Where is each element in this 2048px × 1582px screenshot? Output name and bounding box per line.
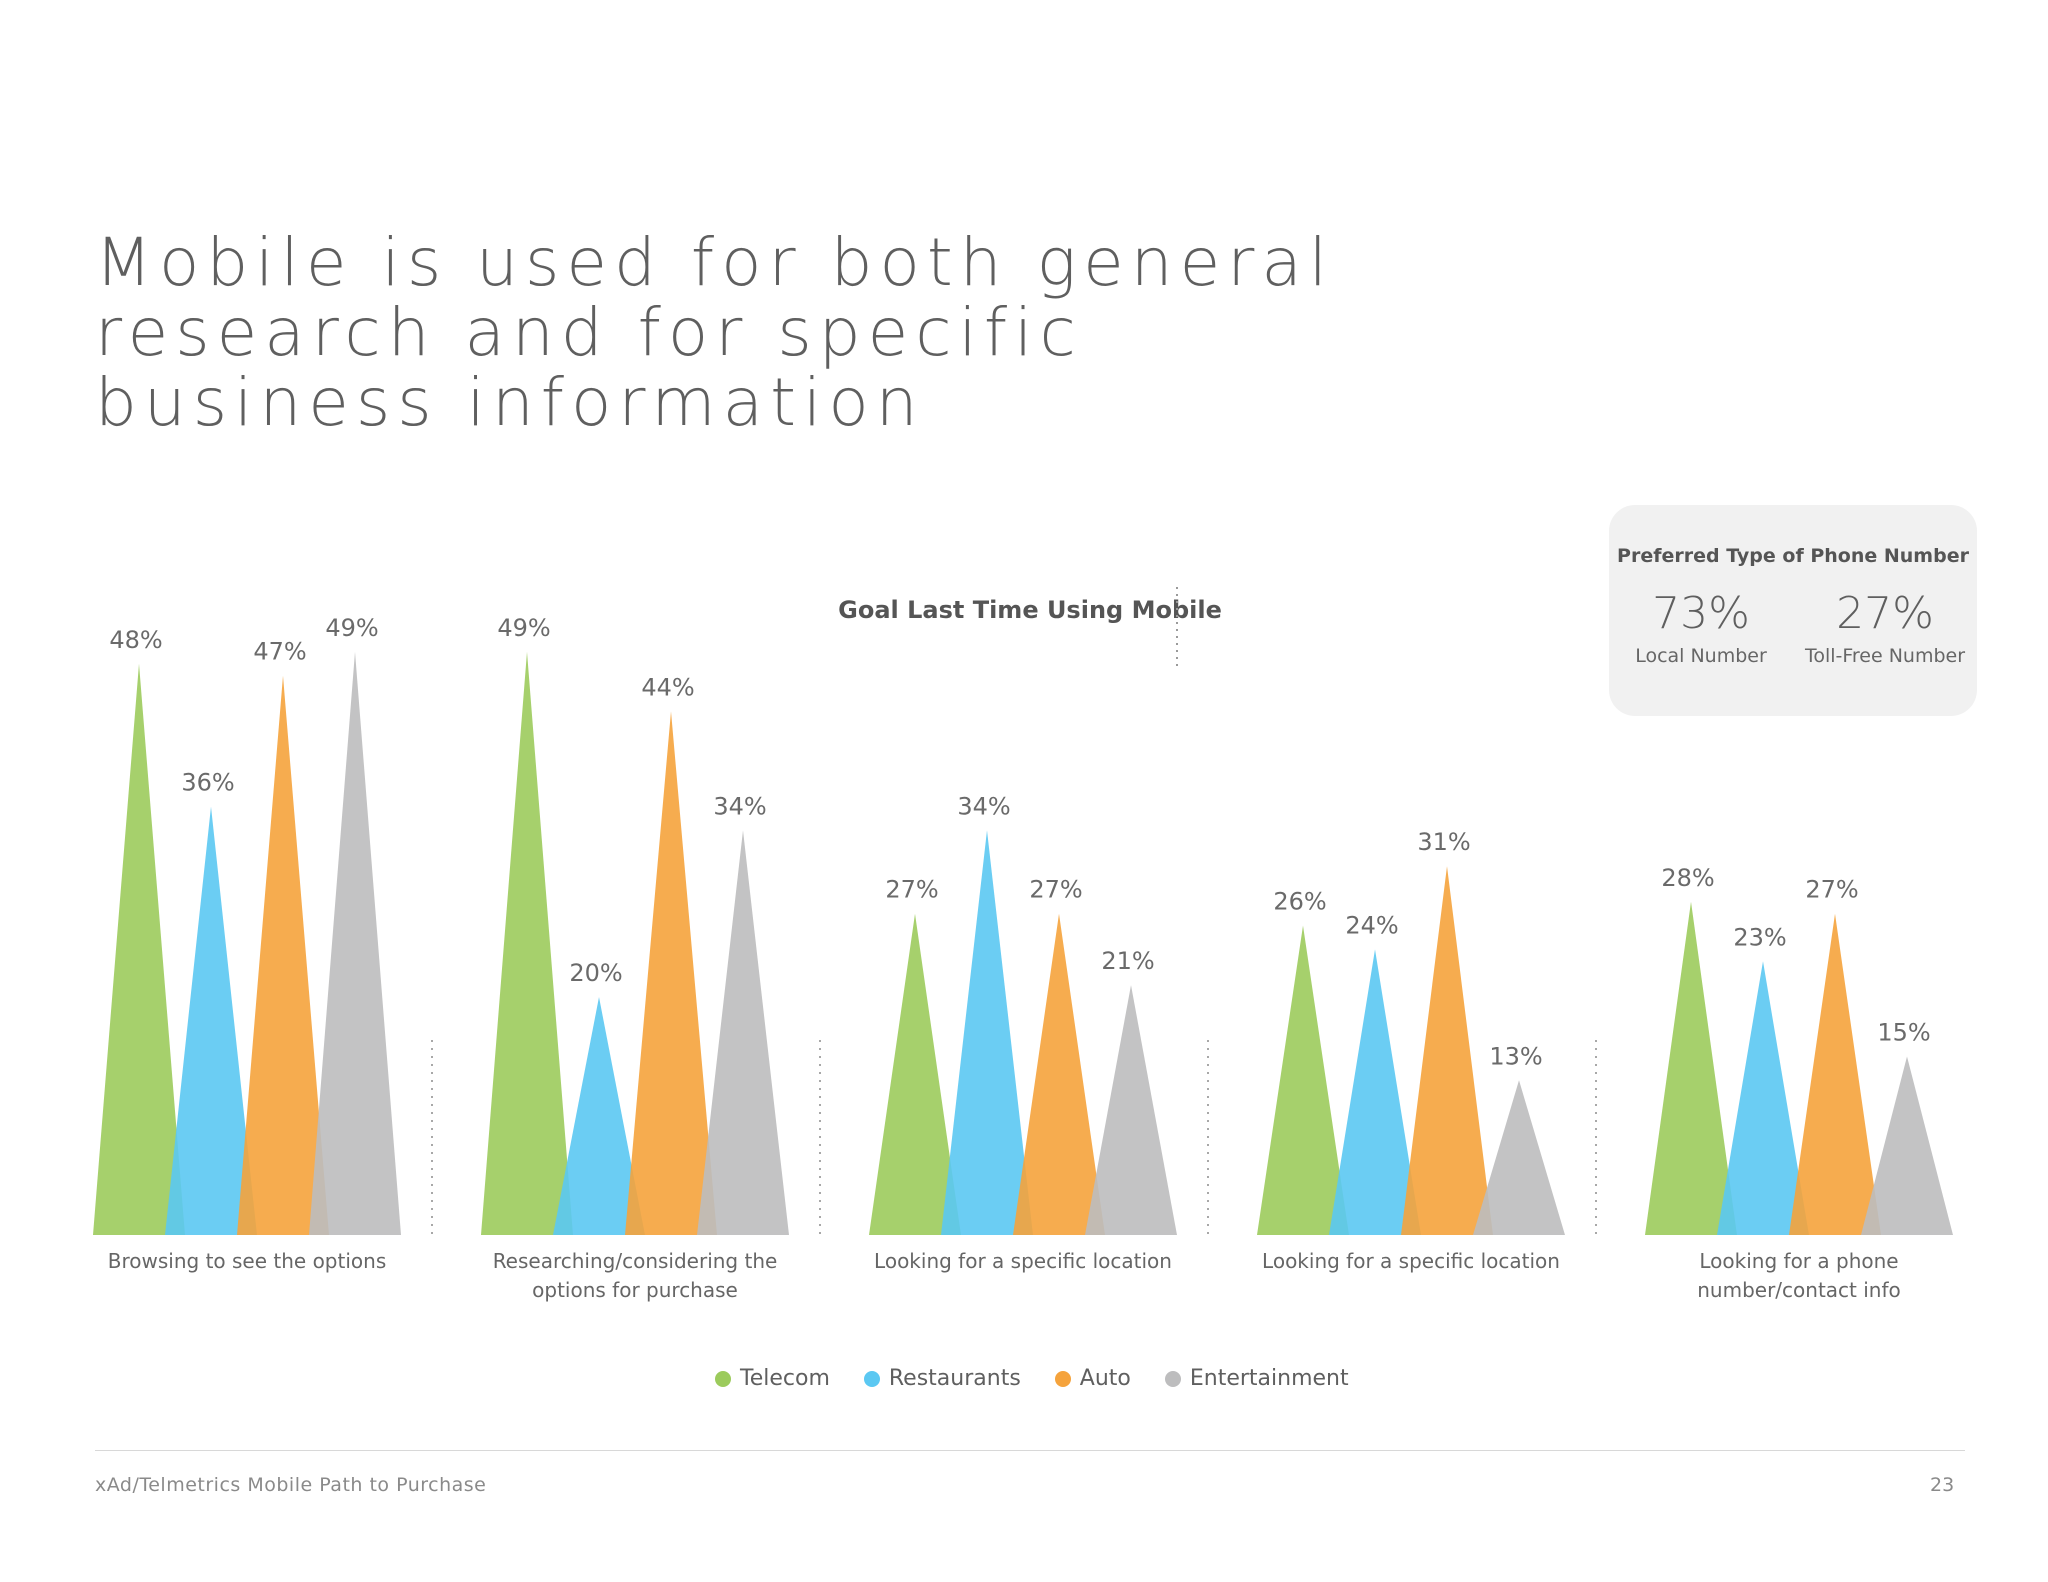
triangle-auto-2 — [625, 711, 717, 1235]
phone-number-preference-box: Preferred Type of Phone Number 73% Local… — [1609, 505, 1977, 716]
triangle-auto-5 — [1789, 913, 1881, 1235]
category-label-line: Looking for a specific location — [874, 1249, 1172, 1273]
triangle-restaurants-3 — [941, 830, 1033, 1235]
legend-dot-restaurants — [863, 1370, 880, 1387]
local-number-stat: 73% Local Number — [1609, 588, 1793, 668]
chart-group-2: 49% 20% 44% 34% Researching/considering the o… — [481, 614, 789, 1302]
value-label-restaurants-3: 34% — [957, 792, 1010, 820]
triangle-telecom-3 — [869, 913, 961, 1235]
chart-group-4: 26% 24% 31% 13% Looking for a specific locat… — [1257, 828, 1565, 1273]
local-number-pct: 73% — [1652, 588, 1750, 639]
title-line-3: business information — [95, 364, 925, 441]
value-label-auto-3: 27% — [1029, 876, 1082, 904]
chart-group-3: 27% 34% 27% 21% Looking for a specific locat… — [869, 792, 1177, 1273]
value-label-auto-4: 31% — [1417, 828, 1470, 856]
triangle-entertainment-3 — [1085, 985, 1177, 1235]
triangle-entertainment-2 — [697, 830, 789, 1235]
value-label-auto-5: 27% — [1805, 876, 1858, 904]
chart-group-1: 48% 36% 47% 49% Browsing to see the options — [93, 614, 401, 1273]
triangle-restaurants-4 — [1329, 949, 1421, 1235]
category-label-3: Looking for a specific location — [874, 1249, 1172, 1273]
value-label-auto-1: 47% — [253, 638, 306, 666]
category-label-line: Researching/considering the — [493, 1249, 778, 1273]
category-label-line: Browsing to see the options — [108, 1249, 386, 1273]
triangle-entertainment-5 — [1861, 1056, 1953, 1235]
value-label-telecom-1: 48% — [109, 626, 162, 654]
value-label-auto-2: 44% — [641, 673, 694, 701]
value-label-entertainment-4: 13% — [1489, 1042, 1542, 1070]
triangle-telecom-5 — [1645, 901, 1737, 1235]
phone-box-divider — [1176, 587, 1178, 669]
legend-item-telecom: Telecom — [715, 1366, 830, 1391]
category-label-line: Looking for a specific location — [1262, 1249, 1560, 1273]
triangle-restaurants-1 — [165, 806, 257, 1235]
value-label-restaurants-5: 23% — [1733, 923, 1786, 951]
chart-group-5: 28% 23% 27% 15% Looking for a phone number/co… — [1645, 864, 1953, 1302]
title-line-1: Mobile is used for both general — [95, 224, 1335, 301]
category-label-1: Browsing to see the options — [108, 1249, 386, 1273]
title-line-2: research and for specific — [95, 294, 1083, 371]
triangle-telecom-4 — [1257, 925, 1349, 1235]
tollfree-number-pct: 27% — [1836, 588, 1934, 639]
legend-label-telecom: Telecom — [740, 1366, 830, 1391]
value-label-entertainment-2: 34% — [713, 792, 766, 820]
value-label-telecom-2: 49% — [497, 614, 550, 642]
value-label-entertainment-5: 15% — [1877, 1019, 1930, 1047]
triangle-auto-3 — [1013, 913, 1105, 1235]
category-label-4: Looking for a specific location — [1262, 1249, 1560, 1273]
page-number: 23 — [1930, 1474, 1955, 1496]
value-label-telecom-5: 28% — [1661, 864, 1714, 892]
category-label-line: Looking for a phone — [1699, 1249, 1898, 1273]
tollfree-number-stat: 27% Toll-Free Number — [1793, 588, 1977, 668]
value-label-restaurants-1: 36% — [181, 769, 234, 797]
value-label-entertainment-3: 21% — [1101, 947, 1154, 975]
legend-item-entertainment: Entertainment — [1164, 1366, 1349, 1391]
category-label-line: options for purchase — [532, 1278, 738, 1302]
triangle-restaurants-2 — [553, 997, 645, 1235]
page-title: Mobile is used for both general research… — [95, 228, 1395, 438]
legend-dot-entertainment — [1164, 1370, 1181, 1387]
legend-item-auto: Auto — [1054, 1366, 1131, 1391]
value-label-entertainment-1: 49% — [325, 614, 378, 642]
legend-label-restaurants: Restaurants — [888, 1366, 1021, 1391]
phone-box-title: Preferred Type of Phone Number — [1617, 545, 1969, 567]
triangle-restaurants-5 — [1717, 961, 1809, 1235]
tollfree-number-label: Toll-Free Number — [1804, 645, 1966, 667]
chart-title: Goal Last Time Using Mobile — [838, 596, 1222, 624]
legend-label-auto: Auto — [1079, 1366, 1131, 1391]
triangle-telecom-2 — [481, 651, 573, 1235]
category-label-line: number/contact info — [1697, 1278, 1901, 1302]
triangle-chart: 48%36%47%49%Browsing to see the options4… — [93, 614, 1953, 1302]
footer-divider — [95, 1450, 1965, 1451]
footer-source: xAd/Telmetrics Mobile Path to Purchase — [95, 1474, 487, 1496]
category-label-2: Researching/considering the options for p… — [493, 1249, 778, 1302]
value-label-telecom-4: 26% — [1273, 888, 1326, 916]
triangle-auto-1 — [237, 675, 329, 1235]
legend-dot-telecom — [715, 1370, 731, 1387]
value-label-restaurants-4: 24% — [1345, 911, 1398, 939]
chart-legend: Telecom Restaurants Auto Entertainment — [715, 1366, 1383, 1391]
legend-item-restaurants: Restaurants — [863, 1366, 1021, 1391]
triangle-entertainment-4 — [1473, 1080, 1565, 1235]
legend-dot-auto — [1054, 1370, 1071, 1387]
legend-label-entertainment: Entertainment — [1189, 1366, 1349, 1391]
triangle-auto-4 — [1401, 866, 1493, 1235]
triangle-telecom-1 — [93, 663, 185, 1235]
category-label-5: Looking for a phone number/contact info — [1697, 1249, 1901, 1302]
triangle-entertainment-1 — [309, 651, 401, 1235]
local-number-label: Local Number — [1635, 645, 1767, 667]
value-label-telecom-3: 27% — [885, 876, 938, 904]
value-label-restaurants-2: 20% — [569, 959, 622, 987]
